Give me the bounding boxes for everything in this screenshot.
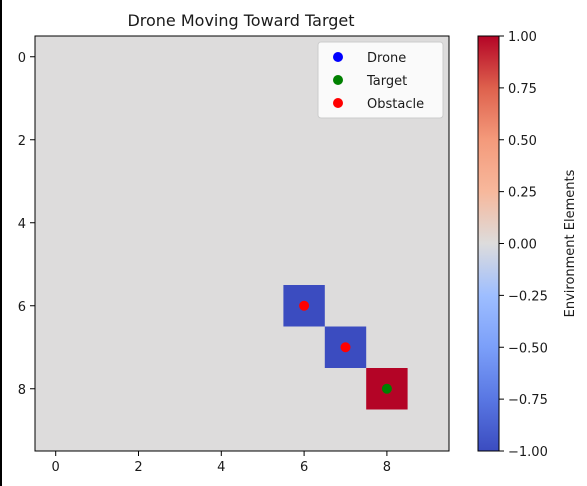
colorbar-gradient: [478, 36, 499, 451]
x-axis: 0 2 4 6 8: [52, 451, 391, 475]
y-tick-label: 2: [18, 134, 26, 149]
colorbar-tick-label: 0.75: [508, 82, 537, 97]
colorbar-tick-label: 1.00: [508, 30, 537, 45]
legend-marker-obstacle: [333, 98, 343, 108]
y-tick-label: 6: [18, 300, 26, 315]
colorbar: 1.00 0.75 0.50 0.25 0.00 −0.25 −0.50 −0.75 −1.00…: [477, 30, 578, 460]
chart-title: Drone Moving Toward Target: [127, 11, 354, 30]
target-marker: [381, 383, 392, 394]
y-tick-label: 0: [18, 51, 26, 66]
obstacle-marker: [299, 300, 310, 311]
figure-left-border: [0, 0, 2, 486]
colorbar-tick-label: 0.00: [508, 238, 537, 253]
colorbar-tick-label: −0.50: [508, 341, 548, 356]
legend-box: [317, 41, 444, 119]
legend-label-target: Target: [366, 74, 407, 89]
colorbar-label: Environment Elements: [563, 169, 578, 317]
colorbar-tick-label: 0.50: [508, 134, 537, 149]
y-tick-label: 4: [18, 217, 26, 232]
x-tick-label: 2: [134, 460, 142, 475]
legend-label-drone: Drone: [367, 51, 406, 66]
obstacle-marker: [340, 342, 351, 353]
x-tick-label: 6: [300, 460, 308, 475]
x-tick-label: 4: [217, 460, 225, 475]
legend-marker-drone: [333, 52, 343, 62]
colorbar-tick-label: −0.25: [508, 289, 548, 304]
legend-label-obstacle: Obstacle: [367, 97, 424, 112]
legend-marker-target: [333, 75, 343, 85]
y-tick-label: 8: [18, 383, 26, 398]
colorbar-tick-label: −1.00: [508, 445, 548, 460]
colorbar-tick-label: −0.75: [508, 393, 548, 408]
plot-frame: [34, 35, 450, 452]
x-tick-label: 0: [52, 460, 60, 475]
colorbar-tick-label: 0.25: [508, 186, 537, 201]
y-axis: 0 2 4 6 8: [18, 51, 35, 398]
legend: Drone Target Obstacle: [317, 41, 444, 119]
x-tick-label: 8: [383, 460, 391, 475]
